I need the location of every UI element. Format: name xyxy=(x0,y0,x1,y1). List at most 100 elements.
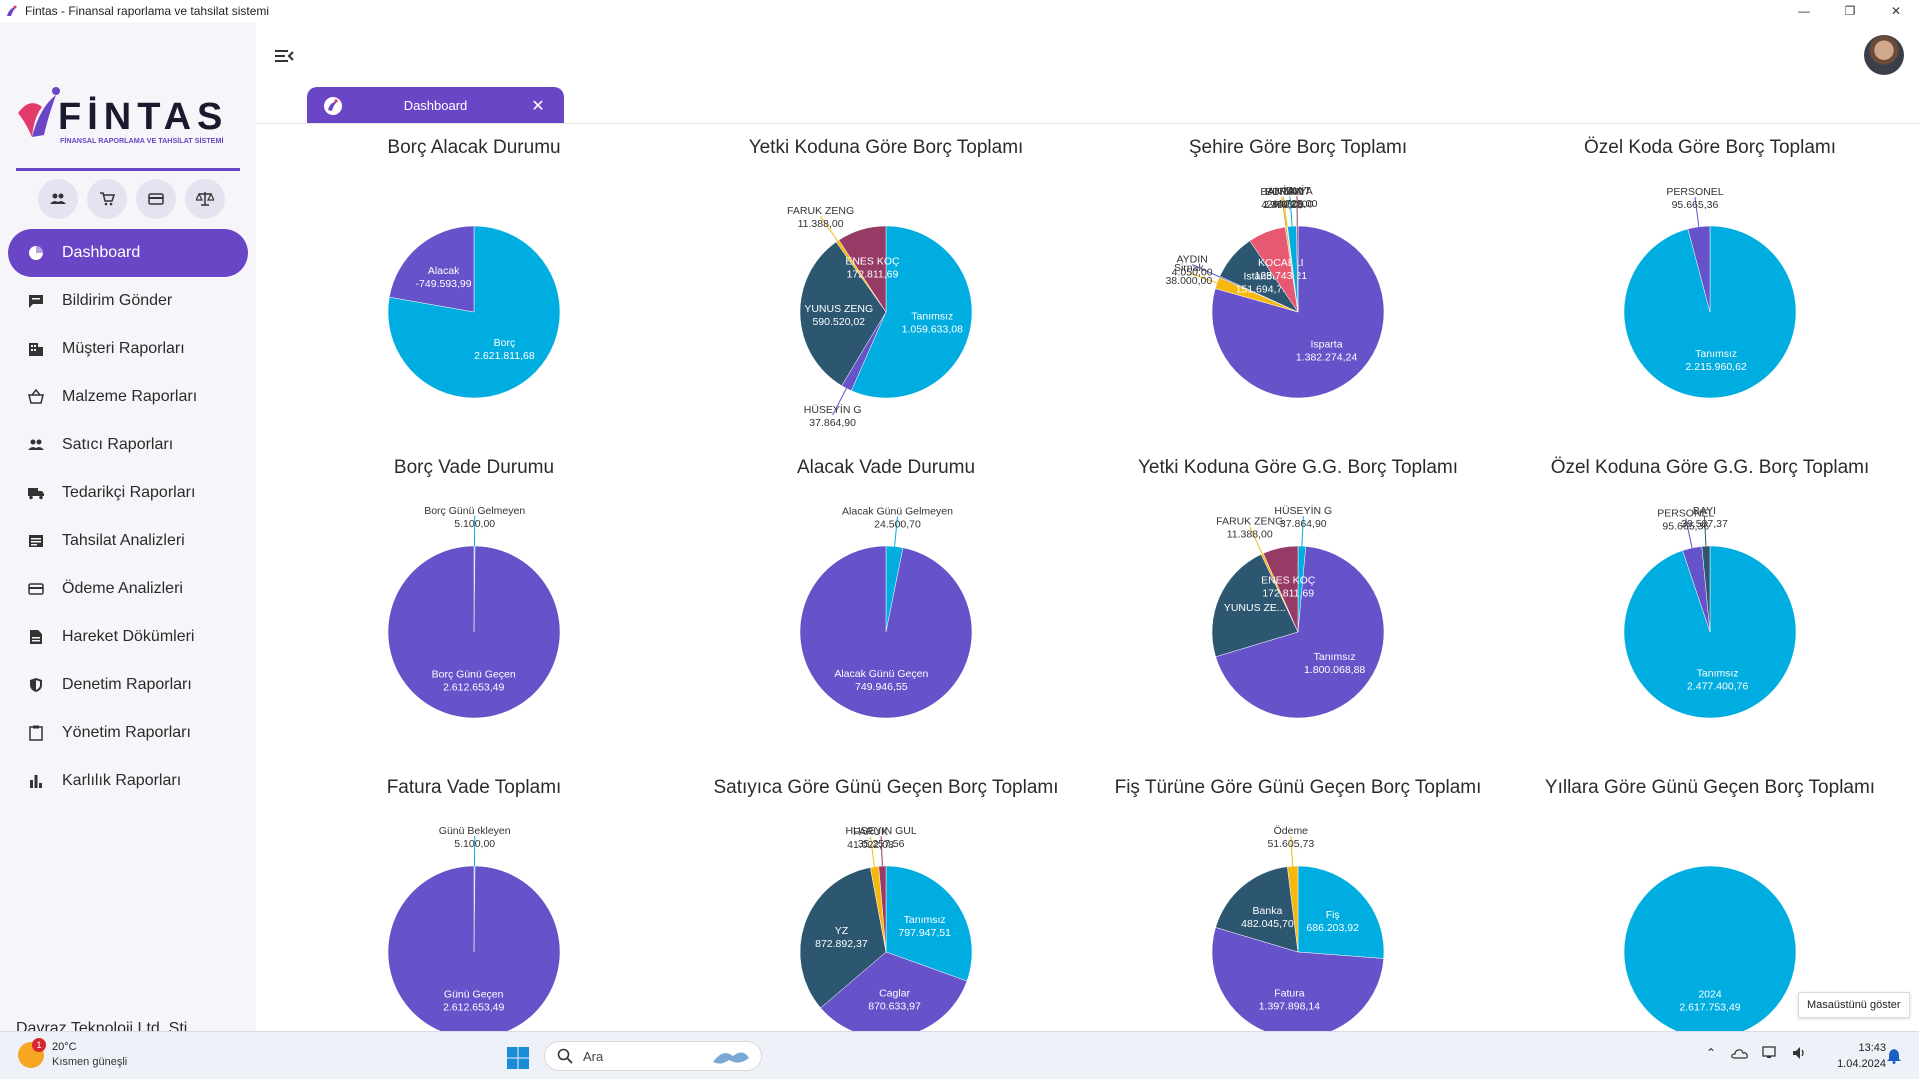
system-tray: ⌃ xyxy=(1706,1046,1808,1060)
cart-icon xyxy=(99,191,115,207)
slice-value-label: 24.500,70 xyxy=(874,519,921,531)
cart-quick-button[interactable] xyxy=(87,179,127,219)
minimize-button[interactable]: — xyxy=(1781,0,1827,22)
sidebar-item-odeme-analizleri[interactable]: Ödeme Analizleri xyxy=(8,565,248,613)
menu-toggle-icon[interactable] xyxy=(272,44,296,68)
sidebar-item-label: Karlılık Raporları xyxy=(62,772,181,790)
slice-label: HÜSEYİN G xyxy=(804,403,862,416)
tab-close-icon[interactable]: ✕ xyxy=(528,96,548,116)
slice-label: PERSONEL xyxy=(1666,186,1723,198)
weather-widget[interactable]: 1 20°C Kısmen güneşli xyxy=(18,1040,127,1070)
slice-value-label: 2.215.960,62 xyxy=(1685,361,1746,373)
network-icon[interactable] xyxy=(1762,1046,1778,1060)
document-icon xyxy=(29,629,43,645)
shield-icon xyxy=(29,677,43,693)
slice-label: Borç Günü Gelmeyen xyxy=(424,505,525,517)
slice-label: Günü Geçen xyxy=(444,988,504,1000)
sidebar-item-karlilik-raporlari[interactable]: Karlılık Raporları xyxy=(8,757,248,805)
chevron-up-icon[interactable]: ⌃ xyxy=(1706,1046,1716,1060)
slice-value-label: 11.388,00 xyxy=(798,218,844,230)
slice-label: Tanımsız xyxy=(1695,348,1737,360)
list-icon xyxy=(28,533,44,549)
taskbar-search[interactable]: Ara xyxy=(544,1041,762,1071)
weather-sun-icon: 1 xyxy=(18,1042,44,1068)
slice-label: FARUK ZENG xyxy=(787,205,854,217)
maximize-button[interactable]: ❐ xyxy=(1827,0,1873,22)
slice-value-label: 5.100,00 xyxy=(454,838,495,850)
sidebar-item-tahsilat-analizleri[interactable]: Tahsilat Analizleri xyxy=(8,517,248,565)
sidebar-item-label: Bildirim Gönder xyxy=(62,292,172,310)
people-icon xyxy=(28,437,44,453)
sidebar-item-yonetim-raporlari[interactable]: Yönetim Raporları xyxy=(8,709,248,757)
sidebar-item-malzeme-raporlari[interactable]: Malzeme Raporları xyxy=(8,373,248,421)
scale-quick-button[interactable] xyxy=(185,179,225,219)
taskbar-clock[interactable]: 13:43 1.04.2024 xyxy=(1822,1040,1886,1072)
card-icon xyxy=(28,581,44,597)
sidebar-item-dashboard[interactable]: Dashboard xyxy=(8,229,248,277)
pie-chart: HÜSEYİN G37.864,90Tanımsız1.800.068,88YU… xyxy=(1092,444,1504,764)
message-icon xyxy=(28,293,44,309)
slice-label: Alacak xyxy=(428,265,460,277)
slice-value-label: 749.946,55 xyxy=(855,681,908,693)
windows-start-icon[interactable] xyxy=(506,1046,530,1070)
slice-value-label: 37.864,90 xyxy=(809,417,856,429)
slice-value-label: 1.059.633,08 xyxy=(902,324,963,336)
window-title: Fintas - Finansal raporlama ve tahsilat … xyxy=(25,4,1781,18)
slice-value-label: 2.612.653,49 xyxy=(443,1001,504,1013)
search-icon xyxy=(557,1048,573,1064)
sidebar-item-satici-raporlari[interactable]: Satıcı Raporları xyxy=(8,421,248,469)
slice-value-label: 4.050,00 xyxy=(1172,267,1213,279)
slice-value-label: 172.811,69 xyxy=(1262,588,1314,600)
tab-dashboard[interactable]: Dashboard ✕ xyxy=(307,87,564,124)
quick-actions xyxy=(38,179,225,219)
notification-bell-icon[interactable] xyxy=(1886,1048,1902,1064)
slice-label: FARUK ZENG xyxy=(1216,516,1283,528)
slice-label: Alacak Günü Gelmeyen xyxy=(842,506,953,518)
user-avatar[interactable] xyxy=(1864,35,1904,75)
slice-label: YUNUS ZE... xyxy=(1224,602,1286,614)
sidebar-item-hareket-dokumleri[interactable]: Hareket Dökümleri xyxy=(8,613,248,661)
scale-icon xyxy=(196,191,214,207)
sidebar-item-musteri-raporlari[interactable]: Müşteri Raporları xyxy=(8,325,248,373)
slice-label: Tanımsız xyxy=(904,914,946,926)
pie-slice[interactable] xyxy=(1298,866,1384,959)
window-titlebar: Fintas - Finansal raporlama ve tahsilat … xyxy=(0,0,1919,22)
weather-condition: Kısmen güneşli xyxy=(52,1055,127,1070)
slice-label: Banka xyxy=(1253,905,1283,917)
building-icon xyxy=(28,341,44,357)
sidebar-item-label: Tahsilat Analizleri xyxy=(62,532,185,550)
bar-chart-icon xyxy=(29,774,43,788)
sidebar-item-label: Tedarikçi Raporları xyxy=(62,484,195,502)
tab-label: Dashboard xyxy=(343,98,528,113)
slice-value-label: 2.477.400,76 xyxy=(1687,681,1748,693)
slice-value-label: 35.257,56 xyxy=(858,838,905,850)
sidebar-item-tedarikci-raporlari[interactable]: Tedarikçi Raporları xyxy=(8,469,248,517)
truck-icon xyxy=(27,485,45,501)
speaker-icon[interactable] xyxy=(1792,1046,1808,1060)
sidebar-item-denetim-raporlari[interactable]: Denetim Raporları xyxy=(8,661,248,709)
slice-label: Tanımsız xyxy=(1314,651,1356,663)
users-quick-button[interactable] xyxy=(38,179,78,219)
slice-label: Günü Bekleyen xyxy=(439,825,511,837)
sidebar-item-label: Satıcı Raporları xyxy=(62,436,173,454)
slice-label: HUSEYIN GUL xyxy=(845,825,916,837)
slice-value-label: 123.743,21 xyxy=(1255,270,1308,282)
sidebar-item-label: Malzeme Raporları xyxy=(62,388,197,406)
notification-badge: 1 xyxy=(32,1038,46,1052)
slice-value-label: 39.587,37 xyxy=(1681,518,1728,530)
clipboard-icon xyxy=(29,725,43,741)
sidebar-item-bildirim-gonder[interactable]: Bildirim Gönder xyxy=(8,277,248,325)
card-quick-button[interactable] xyxy=(136,179,176,219)
search-placeholder: Ara xyxy=(583,1049,603,1064)
slice-label: Borç xyxy=(494,337,516,349)
logo-underline xyxy=(16,168,240,171)
close-button[interactable]: ✕ xyxy=(1873,0,1919,22)
slice-value-label: 686.203,92 xyxy=(1306,922,1359,934)
onedrive-icon[interactable] xyxy=(1730,1047,1748,1059)
slice-value-label: 870.633,97 xyxy=(868,1001,921,1013)
